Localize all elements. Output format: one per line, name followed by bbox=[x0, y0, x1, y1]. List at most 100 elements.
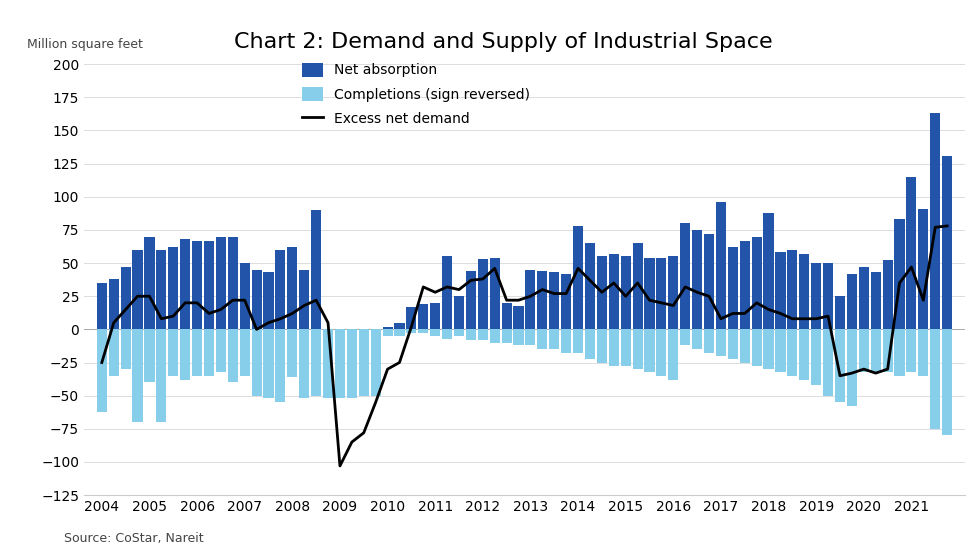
Bar bbox=[97, 329, 107, 412]
Bar bbox=[192, 241, 202, 329]
Bar bbox=[132, 250, 143, 329]
Bar bbox=[216, 236, 226, 329]
Bar bbox=[264, 329, 273, 398]
Bar bbox=[763, 329, 773, 369]
Bar bbox=[823, 329, 833, 396]
Bar bbox=[835, 329, 845, 402]
Bar bbox=[204, 329, 214, 376]
Bar bbox=[252, 269, 262, 329]
Bar bbox=[240, 263, 250, 329]
Bar bbox=[668, 256, 678, 329]
Bar bbox=[97, 283, 107, 329]
Bar bbox=[311, 329, 321, 396]
Bar bbox=[466, 329, 476, 340]
Bar bbox=[394, 329, 405, 336]
Bar bbox=[394, 323, 405, 329]
Bar bbox=[930, 329, 940, 429]
Bar bbox=[740, 329, 750, 363]
Bar bbox=[132, 329, 143, 422]
Bar bbox=[430, 303, 440, 329]
Bar bbox=[370, 329, 380, 396]
Bar bbox=[895, 329, 905, 376]
Bar bbox=[430, 329, 440, 336]
Bar bbox=[597, 329, 607, 363]
Bar bbox=[883, 261, 893, 329]
Bar bbox=[370, 329, 380, 333]
Bar bbox=[668, 329, 678, 380]
Bar bbox=[299, 269, 310, 329]
Bar bbox=[585, 329, 595, 359]
Bar bbox=[514, 329, 523, 345]
Bar bbox=[264, 272, 273, 329]
Bar bbox=[180, 329, 190, 380]
Bar bbox=[811, 329, 821, 385]
Bar bbox=[895, 219, 905, 329]
Bar bbox=[514, 305, 523, 329]
Bar bbox=[192, 329, 202, 376]
Bar bbox=[609, 329, 618, 366]
Bar bbox=[537, 329, 548, 349]
Text: Chart 2: Demand and Supply of Industrial Space: Chart 2: Demand and Supply of Industrial… bbox=[234, 31, 772, 52]
Bar bbox=[918, 329, 928, 376]
Bar bbox=[109, 329, 119, 376]
Text: Source: CoStar, Nareit: Source: CoStar, Nareit bbox=[64, 532, 203, 545]
Excess net demand bbox=[679, 284, 691, 290]
Bar bbox=[632, 329, 643, 369]
Bar bbox=[323, 329, 333, 398]
Bar bbox=[287, 247, 297, 329]
Bar bbox=[156, 250, 167, 329]
Bar bbox=[144, 236, 155, 329]
Bar bbox=[942, 156, 953, 329]
Excess net demand bbox=[298, 302, 310, 309]
Bar bbox=[763, 213, 773, 329]
Bar bbox=[573, 329, 583, 353]
Bar bbox=[692, 230, 703, 329]
Bar bbox=[704, 234, 714, 329]
Bar bbox=[275, 329, 285, 402]
Bar bbox=[775, 329, 786, 372]
Bar bbox=[442, 329, 452, 339]
Bar bbox=[275, 250, 285, 329]
Bar bbox=[680, 223, 690, 329]
Bar bbox=[549, 329, 560, 349]
Bar bbox=[620, 329, 631, 366]
Bar bbox=[549, 272, 560, 329]
Bar bbox=[454, 296, 465, 329]
Bar bbox=[620, 256, 631, 329]
Bar bbox=[407, 307, 416, 329]
Bar bbox=[478, 329, 488, 340]
Bar bbox=[382, 329, 393, 336]
Excess net demand bbox=[584, 277, 596, 284]
Bar bbox=[930, 114, 940, 329]
Bar bbox=[347, 329, 357, 332]
Bar bbox=[502, 303, 512, 329]
Bar bbox=[490, 258, 500, 329]
Bar bbox=[299, 329, 310, 398]
Bar bbox=[418, 329, 428, 333]
Bar bbox=[918, 209, 928, 329]
Bar bbox=[811, 263, 821, 329]
Bar bbox=[657, 329, 666, 376]
Bar bbox=[680, 329, 690, 345]
Bar bbox=[775, 252, 786, 329]
Bar bbox=[478, 259, 488, 329]
Bar bbox=[490, 329, 500, 343]
Bar bbox=[169, 247, 178, 329]
Bar bbox=[657, 258, 666, 329]
Bar bbox=[870, 329, 881, 372]
Text: Million square feet: Million square feet bbox=[26, 38, 142, 51]
Bar bbox=[942, 329, 953, 435]
Bar bbox=[382, 327, 393, 329]
Excess net demand bbox=[644, 297, 656, 304]
Bar bbox=[609, 254, 618, 329]
Bar bbox=[347, 329, 357, 398]
Bar bbox=[156, 329, 167, 422]
Bar bbox=[466, 271, 476, 329]
Bar bbox=[740, 241, 750, 329]
Bar bbox=[787, 250, 798, 329]
Bar bbox=[715, 329, 726, 356]
Bar bbox=[906, 329, 916, 372]
Bar bbox=[525, 329, 535, 345]
Bar bbox=[252, 329, 262, 396]
Bar bbox=[715, 202, 726, 329]
